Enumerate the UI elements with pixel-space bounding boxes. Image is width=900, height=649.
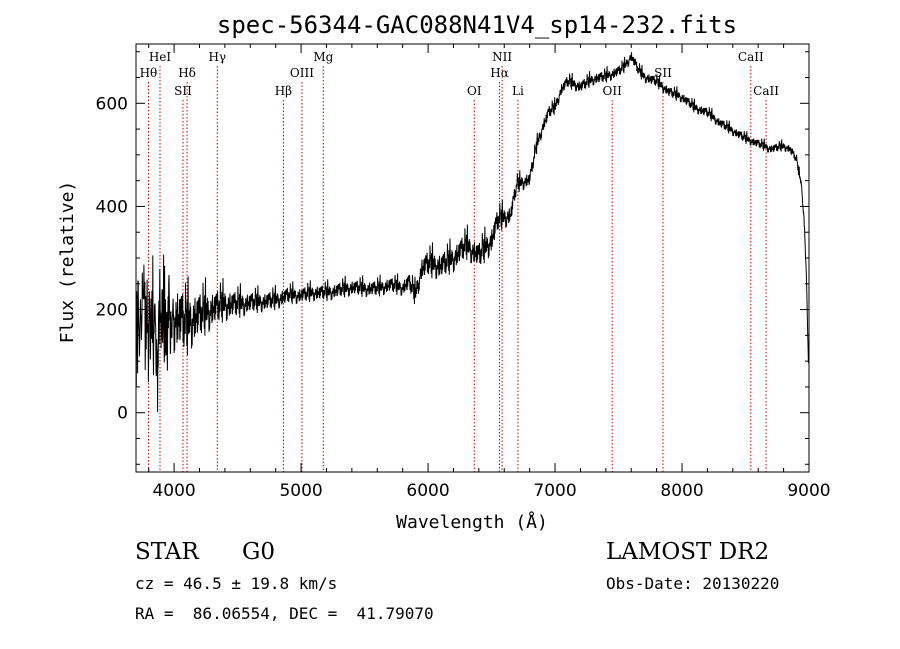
line-marker-label: SII <box>654 66 672 80</box>
y-axis-label: Flux (relative) <box>57 181 78 344</box>
line-marker-label: Hδ <box>178 66 196 80</box>
chart-title: spec-56344-GAC088N41V4_sp14-232.fits <box>217 11 737 39</box>
line-marker-label: CaII <box>738 50 764 64</box>
survey-name: LAMOST DR2 <box>606 539 770 565</box>
line-marker-label: OI <box>467 84 482 98</box>
axes: 4000 5000 6000 7000 8000 9000 0 200 400 600 <box>96 44 831 501</box>
y-tick-label: 200 <box>96 301 128 321</box>
coordinates-readout: RA = 86.06554, DEC = 41.79070 <box>135 604 434 623</box>
line-marker-label: NII <box>492 50 512 64</box>
redshift-readout: cz = 46.5 ± 19.8 km/s <box>135 574 338 593</box>
y-tick-label: 600 <box>96 94 128 114</box>
object-class: STAR <box>135 539 199 565</box>
x-axis-label: Wavelength (Å) <box>396 511 548 533</box>
line-marker-label: Hγ <box>208 50 226 64</box>
y-tick-label: 0 <box>117 404 128 424</box>
line-marker-label: Hα <box>490 66 509 80</box>
plot-frame <box>135 43 810 473</box>
x-tick-label: 9000 <box>787 481 830 501</box>
line-marker-label: HeI <box>149 50 172 64</box>
x-tick-label: 8000 <box>660 481 703 501</box>
x-tick-label: 7000 <box>533 481 576 501</box>
line-marker-label: Hθ <box>140 66 158 80</box>
object-subclass: G0 <box>242 539 276 565</box>
x-tick-label: 4000 <box>152 481 195 501</box>
line-marker-label: OII <box>603 84 623 98</box>
line-marker-label: CaII <box>753 84 779 98</box>
line-marker-label: Li <box>512 84 524 98</box>
line-marker-label: SII <box>174 84 192 98</box>
observation-date: Obs-Date: 20130220 <box>606 574 780 593</box>
spectrum-series <box>135 52 809 412</box>
x-tick-label: 5000 <box>279 481 322 501</box>
spectrum-line <box>135 52 809 412</box>
line-marker-label: Hβ <box>275 84 292 98</box>
line-marker-label: Mg <box>313 50 333 64</box>
x-tick-label: 6000 <box>406 481 449 501</box>
line-marker-label: OIII <box>290 66 314 80</box>
y-tick-label: 400 <box>96 197 128 217</box>
